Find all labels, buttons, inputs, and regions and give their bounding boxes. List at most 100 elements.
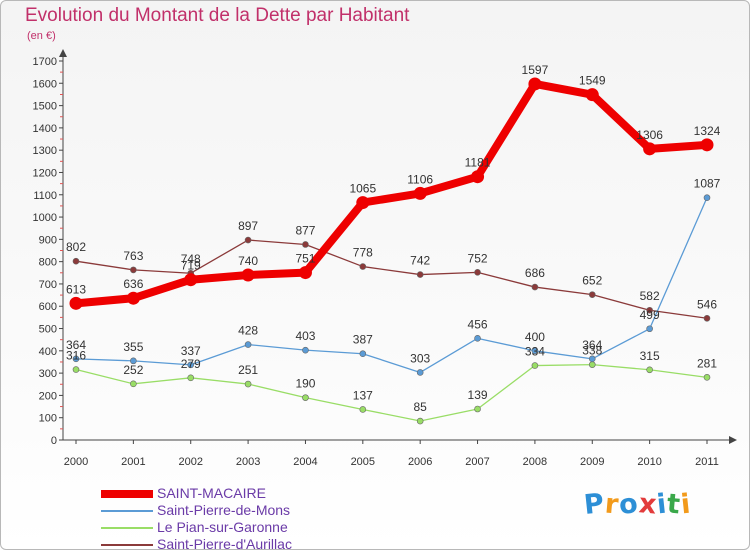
data-point <box>241 268 255 282</box>
series-line <box>75 363 708 422</box>
data-label: 1087 <box>694 177 721 191</box>
data-label: 740 <box>238 254 258 268</box>
data-point <box>72 257 80 265</box>
proxiti-logo: Proxiti <box>582 487 694 522</box>
x-tick-label: 2004 <box>293 456 317 468</box>
y-tick-label: 1200 <box>33 167 57 179</box>
data-label: 355 <box>123 340 143 354</box>
data-point <box>588 361 596 368</box>
data-point <box>643 142 657 156</box>
x-tick-label: 2008 <box>523 456 547 468</box>
legend-label: Saint-Pierre-d'Aurillac <box>157 536 292 550</box>
data-label: 279 <box>181 357 201 371</box>
data-label: 334 <box>525 345 545 359</box>
y-axis-arrow <box>59 49 67 57</box>
data-point <box>474 269 481 276</box>
data-label: 778 <box>353 246 373 260</box>
data-label: 897 <box>238 219 258 233</box>
data-label: 763 <box>123 249 143 263</box>
data-point <box>585 88 599 102</box>
logo-letter: i <box>679 488 694 521</box>
data-point <box>588 291 596 298</box>
data-point <box>302 346 309 354</box>
y-tick-label: 0 <box>51 435 57 447</box>
y-tick-label: 500 <box>39 324 57 336</box>
data-label: 546 <box>697 297 717 311</box>
data-point <box>471 170 485 184</box>
y-tick-label: 1500 <box>33 101 57 113</box>
data-point <box>588 355 596 363</box>
data-point <box>474 405 481 413</box>
data-point <box>531 347 539 355</box>
data-label: 251 <box>238 363 258 377</box>
y-tick-label: 200 <box>39 390 57 402</box>
data-point <box>298 266 312 280</box>
data-point <box>359 406 367 413</box>
data-label: 582 <box>640 289 660 303</box>
data-label: 652 <box>582 274 602 288</box>
data-label: 316 <box>66 349 86 363</box>
data-point <box>302 241 309 248</box>
data-label: 1597 <box>522 63 549 77</box>
data-label: 877 <box>295 223 315 237</box>
data-label: 1549 <box>579 74 606 88</box>
data-label: 719 <box>181 259 201 273</box>
data-point <box>700 138 714 152</box>
data-point <box>359 350 367 358</box>
data-label: 456 <box>468 317 488 331</box>
y-tick-label: 600 <box>39 301 57 313</box>
y-tick-label: 800 <box>39 257 57 269</box>
legend-swatch <box>101 544 153 546</box>
x-tick-label: 2007 <box>465 456 489 468</box>
data-point <box>703 314 711 322</box>
data-point <box>416 271 424 278</box>
x-tick-label: 2001 <box>121 456 145 468</box>
data-point <box>646 366 653 374</box>
series-line <box>75 197 708 374</box>
data-point <box>187 374 195 382</box>
data-label: 337 <box>181 344 201 358</box>
y-tick-label: 1100 <box>33 190 57 202</box>
y-tick-label: 1300 <box>33 145 57 157</box>
data-point <box>244 236 252 244</box>
legend-swatch <box>101 527 153 529</box>
data-point <box>244 380 252 388</box>
data-point <box>531 362 539 369</box>
data-label: 613 <box>66 282 86 296</box>
y-tick-label: 700 <box>39 279 57 291</box>
data-point <box>528 77 542 91</box>
data-point <box>130 357 137 365</box>
data-label: 281 <box>697 356 717 370</box>
data-label: 752 <box>468 251 488 265</box>
data-label: 252 <box>123 363 143 377</box>
x-axis-arrow <box>729 436 737 444</box>
legend-swatch <box>101 510 153 512</box>
data-label: 303 <box>410 351 430 365</box>
data-label: 1324 <box>694 124 721 138</box>
series-line <box>75 239 708 319</box>
data-label: 1106 <box>407 172 433 186</box>
data-label: 802 <box>66 240 86 254</box>
data-label: 686 <box>525 266 545 280</box>
data-point <box>416 369 424 376</box>
y-tick-label: 1000 <box>33 212 57 224</box>
data-point <box>416 417 424 425</box>
data-label: 190 <box>295 377 315 391</box>
data-point <box>130 380 137 388</box>
data-point <box>72 355 80 363</box>
data-point <box>646 306 653 314</box>
logo-letter: P <box>582 487 607 522</box>
x-tick-label: 2002 <box>178 456 202 468</box>
data-label: 137 <box>353 388 373 402</box>
y-tick-label: 900 <box>39 234 57 246</box>
logo-letter: o <box>617 488 641 521</box>
x-tick-label: 2003 <box>236 456 260 468</box>
y-tick-label: 1700 <box>33 56 57 68</box>
data-label: 315 <box>640 349 660 363</box>
data-point <box>359 263 367 270</box>
data-point <box>703 374 711 381</box>
data-label: 751 <box>295 252 315 266</box>
y-tick-label: 100 <box>39 413 57 425</box>
data-point <box>184 273 198 287</box>
